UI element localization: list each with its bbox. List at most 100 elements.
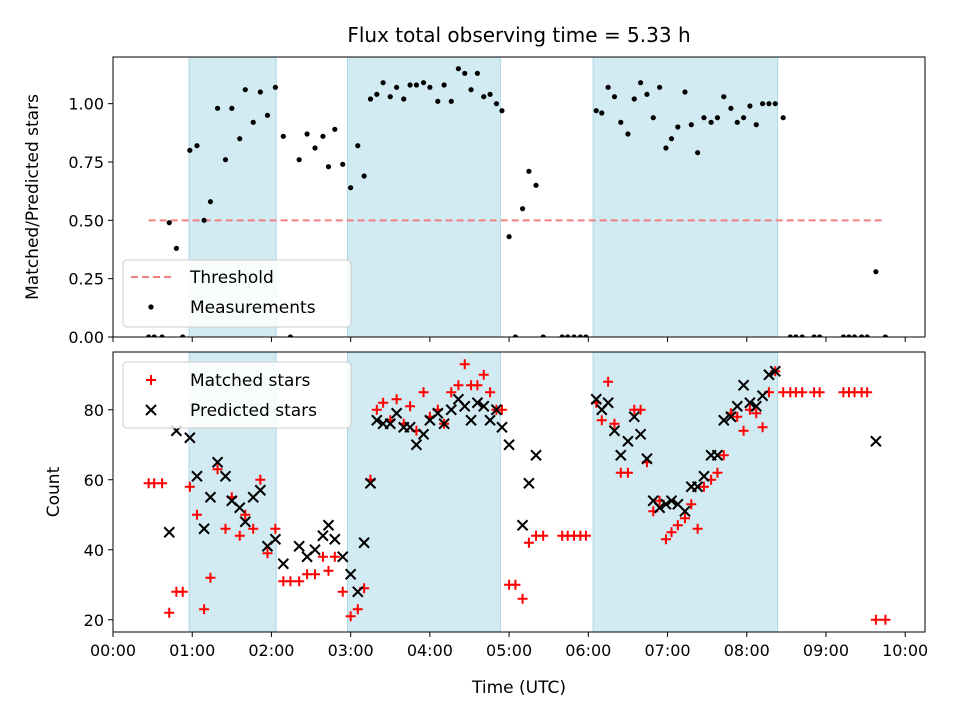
matched-star-point [472, 380, 483, 391]
matched-star-point [323, 565, 334, 576]
x-tick-label: 00:00 [90, 641, 136, 660]
measurement-point [799, 334, 805, 337]
measurement-point [280, 133, 286, 139]
predicted-star-point [711, 449, 724, 461]
measurement-point [618, 119, 624, 125]
x-tick-label: 05:00 [486, 641, 532, 660]
measurement-point [332, 126, 338, 132]
legend-matched-label: Matched stars [190, 371, 310, 391]
matched-star-point [738, 425, 749, 436]
matched-star-point [352, 604, 363, 615]
predicted-star-point [471, 397, 484, 409]
y-tick-label: 40 [84, 541, 104, 560]
predicted-star-point [608, 425, 621, 437]
measurement-point [668, 136, 675, 142]
predicted-star-point [191, 470, 203, 482]
matched-star-point [164, 607, 175, 618]
predicted-star-point [417, 428, 430, 440]
measurement-point [644, 91, 650, 97]
observing-window-band [592, 351, 779, 633]
measurement-point [682, 89, 688, 95]
y-tick-label: 0.00 [68, 328, 104, 347]
measurement-point [159, 334, 165, 337]
x-tick-label: 03:00 [328, 641, 374, 660]
matched-star-point [751, 408, 762, 419]
matched-star-point [517, 593, 528, 604]
predicted-star-point [484, 414, 496, 426]
matched-star-point [285, 576, 296, 587]
observing-window-band [592, 56, 779, 338]
predicted-star-point [665, 495, 678, 507]
predicted-star-point [641, 453, 653, 465]
matched-star-point [698, 481, 709, 492]
measurement-point [468, 87, 474, 93]
measurement-point [250, 119, 256, 125]
predicted-star-point [718, 414, 730, 426]
matched-star-point [672, 520, 683, 531]
predicted-star-point [516, 519, 529, 531]
matched-star-point [220, 523, 231, 534]
measurement-point [734, 119, 740, 125]
matched-star-point [294, 576, 305, 587]
matched-star-point [337, 586, 348, 597]
matched-star-point [378, 397, 389, 408]
predicted-star-point [602, 397, 614, 409]
predicted-star-point [204, 491, 217, 503]
x-tick-label: 10:00 [882, 641, 928, 660]
measurement-point [493, 101, 500, 107]
measurement-point [173, 245, 179, 251]
predicted-star-point [254, 484, 267, 496]
predicted-star-point [344, 568, 357, 580]
matched-star-point [510, 579, 521, 590]
predicted-star-point [277, 558, 290, 570]
predicted-star-point [622, 435, 634, 447]
measurement-point [296, 157, 302, 163]
predicted-star-point [496, 421, 508, 433]
matched-star-point [184, 481, 195, 492]
y-tick-label: 60 [84, 471, 104, 490]
predicted-star-point [737, 379, 750, 391]
predicted-star-point [371, 414, 383, 426]
measurement-point [151, 334, 157, 337]
measurement-point [793, 334, 799, 337]
y-tick-label: 0.75 [68, 153, 104, 172]
x-tick-label: 04:00 [407, 641, 453, 660]
measurement-point [882, 334, 888, 337]
matched-star-point [391, 394, 402, 405]
matched-star-point [191, 509, 202, 520]
panel-top-ratio: 0.00 0.25 0.50 0.75 1.00 Matched/Predicted st… [23, 56, 926, 347]
measurement-point [675, 124, 681, 130]
predicted-star-point [731, 400, 743, 412]
measurement-point [320, 133, 326, 139]
legend-predicted-label: Predicted stars [190, 401, 317, 421]
predicted-star-point [364, 477, 377, 489]
predicted-star-point [465, 414, 477, 426]
measurement-point [873, 269, 879, 275]
measurement-point [180, 334, 186, 337]
measurement-point [448, 98, 454, 104]
matched-star-point [622, 467, 633, 478]
measurement-point [859, 334, 865, 337]
predicted-star-point [337, 551, 349, 563]
measurement-point [237, 136, 243, 142]
matched-star-point [405, 401, 416, 412]
measurement-point [650, 115, 656, 121]
matched-star-point [157, 478, 168, 489]
legend-box [122, 361, 352, 429]
legend-box [122, 259, 352, 328]
measurement-point [638, 80, 644, 86]
measurement-point [559, 334, 565, 337]
matched-star-point [212, 464, 223, 475]
measurement-point [325, 164, 332, 170]
legend-threshold-label: Threshold [189, 268, 274, 288]
plot-area [143, 359, 891, 625]
measurement-point [583, 334, 589, 337]
legend-measurement-label: Measurements [190, 298, 316, 318]
predicted-star-point [390, 407, 403, 419]
matched-star-point [234, 530, 245, 541]
predicted-star-point [459, 400, 471, 412]
matched-star-point [797, 387, 808, 398]
axes-frame [112, 351, 926, 633]
predicted-star-point [691, 481, 704, 493]
matched-star-point [371, 404, 382, 415]
